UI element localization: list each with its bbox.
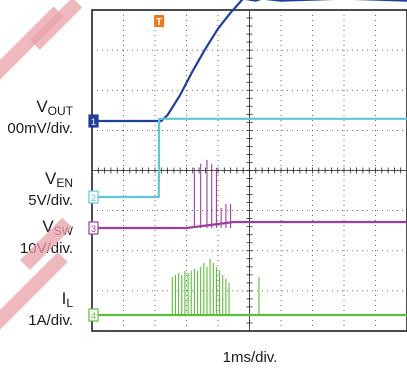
vout-scale: 00mV/div.: [0, 120, 73, 137]
vout-label: VOUT 00mV/div.: [0, 98, 73, 137]
il-channel-number: 4: [91, 311, 96, 321]
vout-channel-number: 1: [91, 117, 96, 127]
ven-label: VEN 5V/div.: [0, 170, 73, 209]
vsw-channel-number: 3: [91, 224, 96, 234]
x-axis-unit-label: 1ms/div.: [200, 349, 300, 366]
ven-channel-number: 2: [91, 193, 96, 203]
trigger-marker-label: T: [156, 17, 162, 28]
ven-scale: 5V/div.: [0, 192, 73, 209]
